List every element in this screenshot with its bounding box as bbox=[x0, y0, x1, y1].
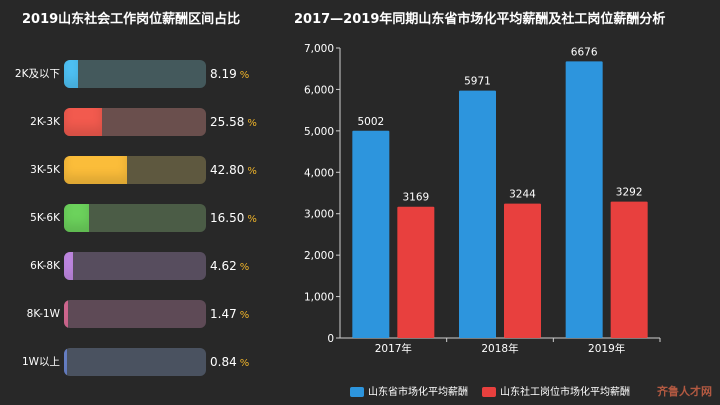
y-tick-label: 6,000 bbox=[304, 84, 334, 96]
bar-social-work bbox=[397, 206, 435, 338]
range-label: 6K-8K bbox=[30, 260, 60, 272]
range-label: 2K-3K bbox=[30, 116, 60, 128]
bar-social-work bbox=[504, 203, 541, 338]
range-value: 16.50% bbox=[210, 204, 257, 234]
data-label: 5002 bbox=[357, 116, 384, 128]
y-tick-label: 0 bbox=[327, 333, 334, 345]
range-value: 1.47% bbox=[210, 300, 249, 330]
salary-range-share-chart: 2K及以下 8.19% 2K-3K 25.58% 3K-5K 42.80% 5K-6K 16.… bbox=[0, 50, 290, 390]
range-bar bbox=[64, 60, 78, 88]
y-tick-label: 3,000 bbox=[304, 209, 334, 221]
range-value: 8.19% bbox=[210, 60, 249, 90]
range-track bbox=[64, 60, 206, 88]
y-tick-label: 7,000 bbox=[304, 43, 334, 55]
legend-swatch bbox=[350, 387, 364, 397]
range-value-unit: % bbox=[239, 262, 250, 273]
range-track bbox=[64, 204, 206, 232]
range-bar bbox=[64, 348, 68, 376]
legend-item: 山东社工岗位市场化平均薪酬 bbox=[482, 383, 630, 398]
data-label: 5971 bbox=[464, 76, 491, 88]
range-value-number: 1.47 bbox=[210, 307, 237, 321]
y-tick-label: 4,000 bbox=[304, 167, 334, 179]
range-track bbox=[64, 156, 206, 184]
watermark-logo: 齐鲁人才网 bbox=[657, 385, 712, 398]
range-row: 3K-5K 42.80% bbox=[0, 156, 290, 184]
data-label: 3292 bbox=[616, 187, 643, 199]
range-bar bbox=[64, 108, 103, 136]
legend-label: 山东省市场化平均薪酬 bbox=[368, 387, 468, 398]
legend-item: 山东省市场化平均薪酬 bbox=[350, 383, 468, 398]
data-label: 3169 bbox=[402, 192, 429, 204]
range-value-unit: % bbox=[247, 166, 257, 177]
range-bar bbox=[64, 204, 90, 232]
y-tick-label: 5,000 bbox=[304, 126, 334, 138]
range-label: 5K-6K bbox=[30, 212, 60, 224]
range-bar bbox=[64, 252, 73, 280]
range-value: 25.58% bbox=[210, 108, 257, 138]
right-chart-title: 2017—2019年同期山东省市场化平均薪酬及社工岗位薪酬分析 bbox=[294, 12, 666, 27]
bar-market-avg bbox=[459, 90, 496, 338]
range-value: 42.80% bbox=[210, 156, 257, 186]
range-value-unit: % bbox=[247, 214, 257, 225]
range-row: 6K-8K 4.62% bbox=[0, 252, 290, 280]
range-value-number: 4.62 bbox=[210, 259, 237, 273]
bar-market-avg bbox=[565, 61, 603, 339]
range-value-unit: % bbox=[247, 118, 257, 129]
range-value-unit: % bbox=[239, 70, 250, 81]
bar-market-avg bbox=[352, 130, 390, 338]
data-label: 3244 bbox=[509, 189, 536, 201]
range-value-number: 42.80 bbox=[210, 163, 245, 177]
legend-swatch bbox=[482, 387, 496, 397]
range-label: 1W以上 bbox=[21, 356, 60, 368]
y-tick-label: 2,000 bbox=[304, 250, 334, 262]
range-label: 8K-1W bbox=[26, 308, 60, 320]
range-track bbox=[64, 108, 206, 136]
range-value-unit: % bbox=[239, 310, 250, 321]
range-bar bbox=[64, 300, 69, 328]
range-value-number: 25.58 bbox=[210, 115, 245, 129]
range-value-number: 16.50 bbox=[210, 211, 245, 225]
range-value-unit: % bbox=[239, 358, 250, 369]
x-tick-label: 2018年 bbox=[481, 342, 518, 355]
x-tick-label: 2019年 bbox=[588, 342, 625, 355]
range-label: 2K及以下 bbox=[14, 68, 60, 80]
range-row: 1W以上 0.84% bbox=[0, 348, 290, 376]
range-value: 0.84% bbox=[210, 348, 249, 378]
range-value-number: 8.19 bbox=[210, 67, 237, 81]
legend-label: 山东社工岗位市场化平均薪酬 bbox=[500, 387, 630, 398]
range-row: 8K-1W 1.47% bbox=[0, 300, 290, 328]
salary-comparison-chart: 0 1,000 2,000 3,000 4,000 5,000 6,000 7,000 2017… bbox=[304, 43, 661, 355]
range-row: 5K-6K 16.50% bbox=[0, 204, 290, 232]
left-chart-title: 2019山东社会工作岗位薪酬区间占比 bbox=[22, 12, 241, 27]
range-row: 2K及以下 8.19% bbox=[0, 60, 290, 88]
data-label: 6676 bbox=[571, 46, 598, 58]
range-track bbox=[64, 252, 206, 280]
range-row: 2K-3K 25.58% bbox=[0, 108, 290, 136]
range-value: 4.62% bbox=[210, 252, 249, 282]
range-bar bbox=[64, 156, 127, 184]
range-value-number: 0.84 bbox=[210, 355, 237, 369]
x-tick-label: 2017年 bbox=[375, 342, 412, 355]
range-track bbox=[64, 300, 206, 328]
bar-social-work bbox=[610, 201, 648, 338]
range-track bbox=[64, 348, 206, 376]
y-tick-label: 1,000 bbox=[304, 292, 334, 304]
chart-legend: 山东省市场化平均薪酬 山东社工岗位市场化平均薪酬 bbox=[350, 383, 644, 398]
range-label: 3K-5K bbox=[30, 164, 60, 176]
